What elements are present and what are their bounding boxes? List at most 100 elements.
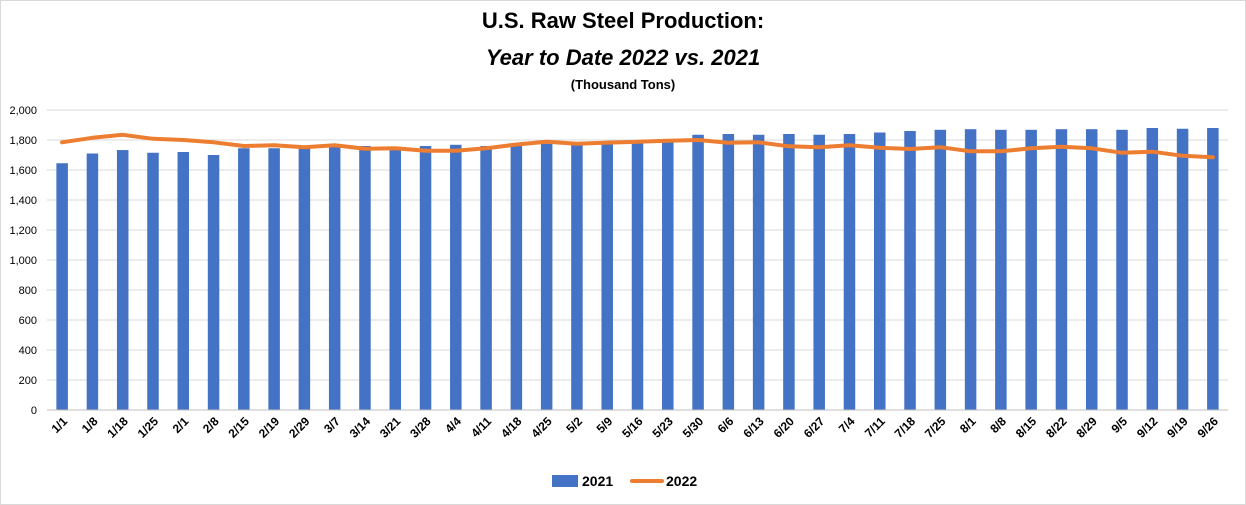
bar [1085,129,1098,410]
bar [298,147,311,410]
bar [86,153,99,410]
x-tick-label: 1/25 [135,414,162,441]
x-tick-label: 4/25 [528,414,555,441]
legend-label-2022: 2022 [666,473,697,489]
x-tick-label: 6/6 [715,414,737,436]
bar [601,143,613,410]
x-tick-label: 5/9 [594,414,616,436]
x-tick-label: 9/26 [1195,414,1222,441]
bar [692,134,704,410]
bar [1176,128,1189,410]
x-tick-label: 9/5 [1108,414,1130,436]
x-tick-label: 4/4 [442,414,464,436]
legend-swatch-2021 [552,475,578,487]
chart-unit-label: (Thousand Tons) [570,77,676,92]
bar [904,131,916,410]
x-tick-label: 7/11 [862,414,888,440]
x-tick-label: 7/18 [892,414,919,441]
bar [540,143,553,410]
bar [1207,128,1219,410]
x-tick-label: 4/11 [468,414,494,440]
bar [450,144,462,411]
bar [783,134,795,410]
bar [328,146,341,410]
x-axis: 1/1 1/8 1/18 1/25 2/1 2/8 2/15 2/19 2/29 3/7 3/14 3… [47,409,1228,441]
legend: 2021 2022 [552,473,697,489]
x-tick-label: 6/20 [771,414,798,441]
line-2022 [60,132,1215,160]
bar [116,150,129,411]
bar [752,134,765,410]
y-tick-label: 0 [31,405,37,417]
y-tick-label: 400 [19,345,37,357]
y-tick-label: 200 [19,375,37,387]
y-tick-label: 1,600 [9,165,37,177]
x-tick-label: 8/1 [957,414,979,436]
x-tick-label: 2/8 [200,414,222,436]
bar [1025,129,1037,411]
x-tick-label: 6/27 [801,414,828,441]
x-tick-label: 3/14 [347,414,374,441]
bar [419,146,432,410]
x-tick-label: 7/4 [836,414,858,436]
bar [1055,129,1068,410]
legend-label-2021: 2021 [582,473,613,489]
x-tick-label: 1/1 [49,414,71,436]
y-tick-label: 600 [19,315,37,327]
x-tick-label: 8/8 [987,414,1009,436]
bar [934,129,947,411]
x-tick-label: 1/8 [79,414,101,436]
bar [177,152,190,410]
chart-title: U.S. Raw Steel Production: [481,8,765,33]
bar [510,145,523,411]
y-tick-label: 1,800 [9,135,37,147]
bar [207,155,220,410]
bar [1146,128,1159,410]
x-tick-label: 7/25 [922,414,949,441]
chart-subtitle: Year to Date 2022 vs. 2021 [485,45,761,70]
bar [268,148,280,410]
bar [480,146,492,410]
y-axis: 0 200 400 600 800 1,000 1,200 1,400 1,600 1,800 2,… [9,105,37,417]
x-tick-label: 2/29 [286,414,313,441]
bar [359,146,371,410]
x-tick-label: 9/19 [1164,414,1191,441]
bar [722,134,735,410]
bar [995,129,1007,411]
bar [571,144,583,410]
bar [874,132,886,410]
x-tick-label: 5/23 [649,414,676,441]
bar [662,142,674,410]
bar [147,152,159,410]
y-tick-label: 1,400 [9,195,37,207]
x-tick-label: 3/7 [321,414,343,436]
bar [389,148,401,410]
x-tick-label: 3/21 [377,414,404,441]
x-tick-label: 5/2 [563,414,585,436]
x-tick-label: 8/29 [1073,414,1100,441]
y-tick-label: 2,000 [9,105,37,117]
x-tick-label: 1/18 [104,414,131,441]
y-tick-label: 1,200 [9,225,37,237]
x-tick-label: 2/1 [170,414,192,436]
x-tick-label: 8/22 [1043,414,1070,441]
bar [964,129,977,410]
bar [56,163,68,410]
bar [238,148,250,410]
x-tick-label: 5/30 [680,414,707,441]
bar [1116,129,1128,411]
bar [813,134,825,410]
x-tick-label: 5/16 [619,414,646,441]
series-line [60,132,1215,160]
bar [843,134,856,410]
y-tick-label: 1,000 [9,255,37,267]
x-tick-label: 9/12 [1134,414,1161,441]
x-tick-label: 2/15 [226,414,253,441]
x-tick-label: 4/18 [498,414,525,441]
x-tick-label: 6/13 [740,414,767,441]
x-tick-label: 3/28 [407,414,434,441]
x-tick-label: 2/19 [256,414,283,441]
bar [631,143,644,410]
